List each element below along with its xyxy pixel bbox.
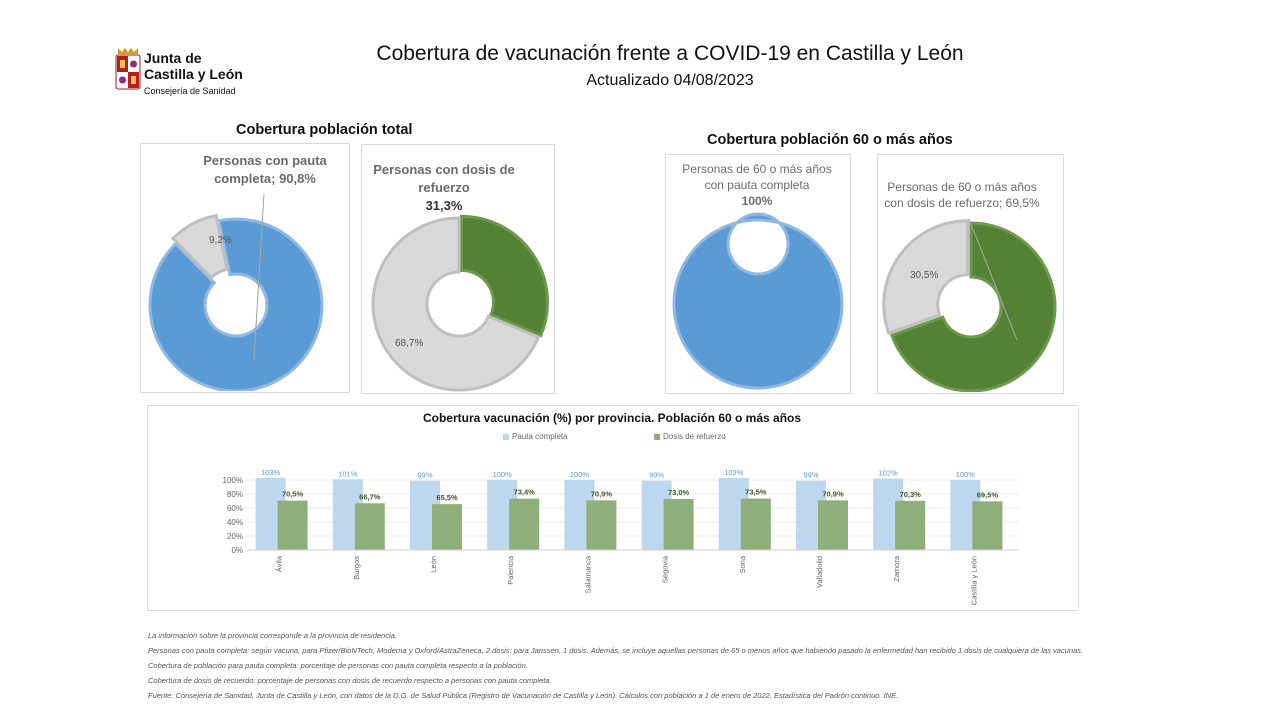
logo-line-2: Castilla y León <box>144 66 243 82</box>
data-label-pauta: 100% <box>956 470 976 479</box>
data-label-pauta: 99% <box>649 471 664 480</box>
donut-slice-green <box>459 214 549 338</box>
label-over60-pauta-line2: con pauta completa <box>704 178 810 192</box>
label-total-pauta-line2: completa; 90,8% <box>214 171 316 186</box>
bar-dosis-refuerzo <box>740 498 771 550</box>
y-tick-label: 20% <box>227 532 243 541</box>
label-over60-pauta-value: 100% <box>741 194 773 208</box>
donut-slice-grey <box>170 213 229 280</box>
label-total-refuerzo: Personas con dosis de refuerzo 31,3% <box>364 161 524 215</box>
data-label-refuerzo: 66,7% <box>359 492 381 501</box>
label-over60-pauta-line1: Personas de 60 o más años <box>682 162 832 176</box>
donut-slice-green <box>890 221 1057 392</box>
x-tick-label: León <box>429 556 438 573</box>
logo-line-3: Consejería de Sanidad <box>144 86 236 96</box>
x-tick-label: Segovia <box>661 555 670 583</box>
label-total-refuerzo-line2: refuerzo <box>418 180 470 195</box>
logo-junta-castilla-leon: Junta de Castilla y León Consejería de S… <box>113 36 253 100</box>
donut-over60-refuerzo <box>882 218 1057 392</box>
data-label-refuerzo: 73,0% <box>668 488 690 497</box>
y-tick-label: 60% <box>227 504 243 513</box>
y-tick-label: 0% <box>231 546 243 555</box>
legend-pauta-label: Pauta completa <box>512 432 568 441</box>
data-label-pauta: 103% <box>261 468 281 477</box>
y-tick-label: 100% <box>223 476 243 485</box>
page-subtitle: Actualizado 04/08/2023 <box>586 72 754 89</box>
footnote-3: Cobertura de población para pauta comple… <box>148 661 528 670</box>
label-over60-refuerzo-line2: con dosis de refuerzo; 69,5% <box>884 196 1040 210</box>
bar-chart-title: Cobertura vacunación (%) por provincia. … <box>422 411 802 425</box>
bar-chart: 100% 80% 60% 40% 20% 0% 103% 70,5% Ávila 101% 66,7… <box>223 468 1019 605</box>
footnote-4: Cobertura de dosis de recuerdo: porcenta… <box>148 676 552 685</box>
data-label-pauta: 102% <box>879 469 899 478</box>
section-title-total: Cobertura población total <box>236 122 413 138</box>
data-label-pauta: 100% <box>570 470 590 479</box>
bar-dosis-refuerzo <box>663 498 694 550</box>
bar-dosis-refuerzo <box>895 500 926 550</box>
bar-dosis-refuerzo <box>509 498 540 550</box>
bar-dosis-refuerzo <box>818 500 848 550</box>
data-label-pauta: 103% <box>724 468 744 477</box>
x-tick-label: Burgos <box>352 556 361 580</box>
legend-swatch-pauta <box>503 433 509 440</box>
footnote-2: Personas con pauta completa: según vacun… <box>148 646 1084 655</box>
data-label-pauta: 101% <box>338 469 358 478</box>
legend-pauta-completa: Pauta completa <box>503 432 568 441</box>
data-label-refuerzo: 73,4% <box>514 488 536 497</box>
data-label-refuerzo: 65,5% <box>436 493 458 502</box>
logo-line-1: Junta de <box>144 50 202 66</box>
donut-slice-blue <box>148 217 324 391</box>
legend-dosis-refuerzo: Dosis de refuerzo <box>654 432 726 441</box>
data-label-refuerzo: 69,5% <box>977 490 999 499</box>
label-total-pauta-line1: Personas con pauta <box>203 153 327 168</box>
donut-total-pauta <box>148 193 324 391</box>
data-label-pauta: 100% <box>493 470 513 479</box>
footnote-1: La información sobre la provincia corres… <box>148 631 397 640</box>
footnote-5: Fuente: Consejería de Sanidad, Junta de … <box>148 691 899 700</box>
x-tick-label: Palencia <box>506 555 515 585</box>
data-label-refuerzo: 70,9% <box>822 489 844 498</box>
label-total-refuerzo-rest: 68,7% <box>395 338 424 349</box>
donut-total-refuerzo <box>371 214 549 392</box>
label-over60-pauta: Personas de 60 o más años con pauta comp… <box>665 161 849 209</box>
x-tick-label: Salamanca <box>583 555 592 593</box>
bar-dosis-refuerzo <box>972 501 1003 550</box>
label-total-refuerzo-value: 31,3% <box>425 198 463 213</box>
x-tick-label: Valladolid <box>815 556 824 588</box>
section-title-over60: Cobertura población 60 o más años <box>707 132 953 148</box>
data-label-refuerzo: 70,5% <box>282 490 304 499</box>
bar-dosis-refuerzo <box>432 504 462 550</box>
x-tick-label: Castilla y León <box>969 556 978 605</box>
data-label-pauta: 99% <box>417 471 432 480</box>
bar-dosis-refuerzo <box>586 500 617 550</box>
donut-slice-grey <box>882 219 970 336</box>
label-total-pauta-rest: 9,2% <box>209 235 232 246</box>
donut-slice-blue <box>672 212 844 390</box>
data-label-refuerzo: 73,5% <box>745 488 767 497</box>
data-label-pauta: 99% <box>803 471 818 480</box>
y-tick-label: 40% <box>227 518 243 527</box>
label-over60-refuerzo: Personas de 60 o más años con dosis de r… <box>877 179 1047 211</box>
label-total-refuerzo-line1: Personas con dosis de <box>373 162 515 177</box>
x-tick-label: Zamora <box>892 555 901 582</box>
page-title: Cobertura de vacunación frente a COVID-1… <box>376 42 964 65</box>
label-total-pauta: Personas con pauta completa; 90,8% <box>190 152 340 188</box>
donut-slice-grey <box>371 216 541 392</box>
data-label-refuerzo: 70,9% <box>591 489 613 498</box>
x-tick-label: Soria <box>738 555 747 573</box>
leader-line <box>253 193 265 360</box>
bar-dosis-refuerzo <box>277 500 308 550</box>
footnotes: La información sobre la provincia corres… <box>148 628 1148 703</box>
bar-dosis-refuerzo <box>354 503 385 550</box>
coat-of-arms-icon <box>115 48 141 90</box>
y-tick-label: 80% <box>227 490 243 499</box>
label-over60-refuerzo-rest: 30,5% <box>910 270 939 281</box>
x-tick-label: Ávila <box>275 555 284 572</box>
donut-over60-pauta <box>672 212 844 390</box>
leader-line <box>968 218 1018 341</box>
data-label-refuerzo: 70,3% <box>900 490 922 499</box>
label-over60-refuerzo-line1: Personas de 60 o más años <box>887 180 1037 194</box>
legend-swatch-refuerzo <box>654 433 660 440</box>
legend-refuerzo-label: Dosis de refuerzo <box>663 432 726 441</box>
